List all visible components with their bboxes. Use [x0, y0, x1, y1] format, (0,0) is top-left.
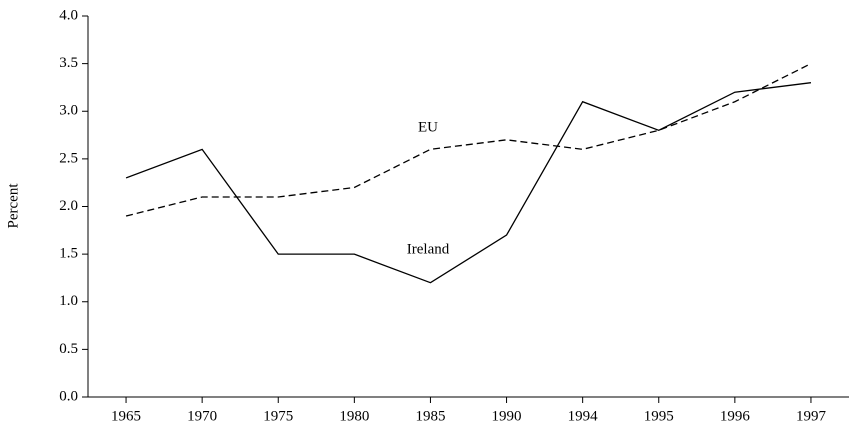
x-tick-label: 1996: [720, 408, 751, 424]
y-tick-label: 2.5: [59, 150, 78, 166]
x-tick-label: 1985: [415, 408, 445, 424]
x-tick-label: 1994: [568, 408, 599, 424]
y-tick-label: 2.0: [59, 198, 78, 214]
series-line: [125, 63, 812, 217]
x-tick-label: 1975: [263, 408, 293, 424]
x-tick-label: 1990: [492, 408, 522, 424]
x-tick-label: 1980: [339, 408, 369, 424]
x-tick-label: 1970: [187, 408, 217, 424]
y-tick-label: 3.0: [59, 103, 78, 119]
y-tick-label: 1.0: [59, 293, 78, 309]
series-line: [125, 82, 812, 284]
series-label: Ireland: [407, 241, 450, 257]
x-tick-label: 1965: [111, 408, 141, 424]
y-axis-label: Percent: [5, 183, 21, 229]
y-tick-label: 0.5: [59, 341, 78, 357]
y-tick-label: 4.0: [59, 7, 78, 23]
x-tick-label: 1995: [644, 408, 674, 424]
y-tick-label: 1.5: [59, 246, 78, 262]
x-tick-label: 1997: [796, 408, 827, 424]
y-tick-label: 0.0: [59, 388, 78, 404]
y-tick-label: 3.5: [59, 55, 78, 71]
series-label: EU: [418, 119, 438, 135]
